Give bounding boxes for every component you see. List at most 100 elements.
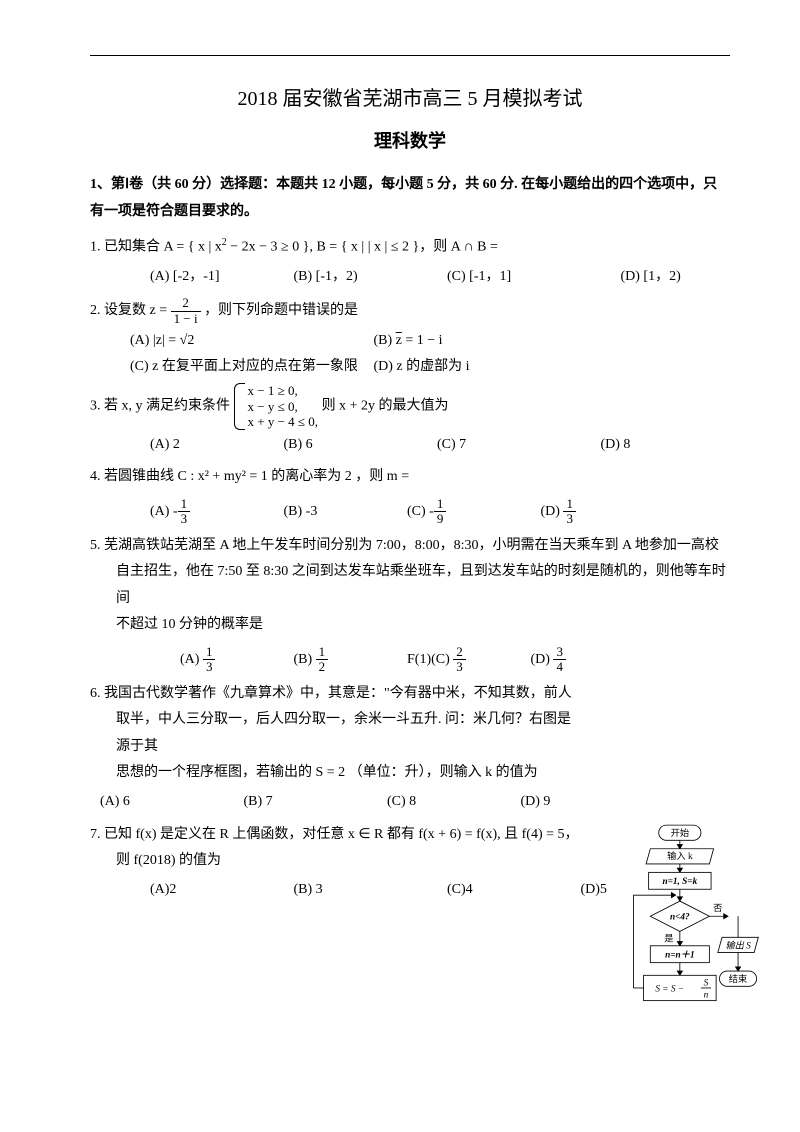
q4d-lbl: (D) bbox=[541, 504, 560, 519]
q4-opt-b: (B) -3 bbox=[284, 499, 404, 526]
flowchart: 开始 输入 k n=1, S=k n<4? 是 否 bbox=[625, 815, 760, 1096]
q5b-lbl: (B) bbox=[294, 652, 313, 667]
q3-opt-d: (D) 8 bbox=[601, 432, 631, 459]
flow-init: n=1, S=k bbox=[662, 877, 697, 887]
exam-subtitle: 理科数学 bbox=[90, 124, 730, 158]
q6-opt-c: (C) 8 bbox=[387, 789, 517, 816]
flow-calc-a: S = S − bbox=[655, 984, 684, 994]
q5a-num: 1 bbox=[203, 645, 216, 660]
q5c-lbl: F(1)(C) bbox=[407, 652, 450, 667]
flow-cond: n<4? bbox=[670, 913, 690, 923]
q1-stem-b: − 2x − 3 ≥ 0 }, B = { x | | x | ≤ 2 }，则 … bbox=[227, 240, 498, 255]
q2-stem-a: 2. 设复数 z = bbox=[90, 303, 171, 318]
q2-options-row1: (A) |z| = √2 (B) z = 1 − i bbox=[90, 328, 730, 355]
flow-end: 结束 bbox=[729, 973, 748, 985]
q4d-frac: 13 bbox=[563, 497, 576, 527]
q6-l2: 取半，中人三分取一，后人四分取一，余米一斗五升. 问：米几何？右图是源于其 bbox=[90, 707, 580, 760]
flow-start: 开始 bbox=[671, 827, 690, 839]
q3-c1: x − 1 ≥ 0, bbox=[248, 383, 298, 398]
q3-options: (A) 2 (B) 6 (C) 7 (D) 8 bbox=[150, 432, 730, 459]
q6-l1: 6. 我国古代数学著作《九章算术》中，其意是："今有器中米，不知其数，前人 bbox=[90, 681, 580, 708]
q5d-num: 3 bbox=[553, 645, 566, 660]
q7-opt-d: (D)5 bbox=[581, 877, 607, 904]
q2-frac-den: 1 − i bbox=[171, 312, 201, 326]
q5d-lbl: (D) bbox=[531, 652, 550, 667]
flow-calc-num: S bbox=[704, 978, 709, 988]
q3-c2: x − y ≤ 0, bbox=[248, 399, 298, 414]
q3-stem-a: 3. 若 x, y 满足约束条件 bbox=[90, 399, 234, 414]
flowchart-svg: 开始 输入 k n=1, S=k n<4? 是 否 bbox=[625, 815, 760, 1085]
q2-options-row2: (C) z 在复平面上对应的点在第一象限 (D) z 的虚部为 i bbox=[90, 354, 730, 381]
q7-l2: 则 f(2018) 的值为 bbox=[90, 848, 580, 875]
q4c-frac: 19 bbox=[434, 497, 447, 527]
q3-c3: x + y − 4 ≤ 0, bbox=[248, 414, 319, 429]
exam-page: 2018 届安徽省芜湖市高三 5 月模拟考试 理科数学 1、第Ⅰ卷（共 60 分… bbox=[0, 0, 800, 1132]
q7-opt-a: (A)2 bbox=[150, 877, 290, 904]
q4c-lbl: (C) bbox=[407, 504, 426, 519]
q3-opt-c: (C) 7 bbox=[437, 432, 597, 459]
q4d-num: 1 bbox=[563, 497, 576, 512]
q4a-frac: 13 bbox=[178, 497, 191, 527]
flow-input: 输入 k bbox=[667, 850, 693, 862]
question-3: 3. 若 x, y 满足约束条件 x − 1 ≥ 0, x − y ≤ 0, x… bbox=[90, 383, 730, 430]
q3-opt-b: (B) 6 bbox=[284, 432, 434, 459]
q6-options: (A) 6 (B) 7 (C) 8 (D) 9 bbox=[100, 789, 590, 816]
question-7: 7. 已知 f(x) 是定义在 R 上偶函数，对任意 x ∈ R 都有 f(x … bbox=[90, 822, 580, 875]
question-6: 6. 我国古代数学著作《九章算术》中，其意是："今有器中米，不知其数，前人 取半… bbox=[90, 681, 580, 787]
q2-opt-c: (C) z 在复平面上对应的点在第一象限 bbox=[130, 354, 370, 381]
section-1-heading: 1、第Ⅰ卷（共 60 分）选择题：本题共 12 小题，每小题 5 分，共 60 … bbox=[90, 172, 730, 225]
q6-l3: 思想的一个程序框图，若输出的 S = 2 （单位：升），则输入 k 的值为 bbox=[90, 760, 580, 787]
flow-no: 否 bbox=[713, 903, 722, 914]
q5-opt-c: F(1)(C) 23 bbox=[407, 645, 527, 675]
q4-opt-a: (A) -13 bbox=[150, 497, 280, 527]
q2-stem-b: ，则下列命题中错误的是 bbox=[204, 303, 358, 318]
q2-frac-num: 2 bbox=[171, 296, 201, 311]
q4a-num: 1 bbox=[178, 497, 191, 512]
q4a-lbl: (A) bbox=[150, 504, 169, 519]
question-2: 2. 设复数 z = 2 1 − i ，则下列命题中错误的是 bbox=[90, 296, 730, 326]
section-1-text: 1、第Ⅰ卷（共 60 分）选择题：本题共 12 小题，每小题 5 分，共 60 … bbox=[90, 177, 717, 219]
q4c-num: 1 bbox=[434, 497, 447, 512]
q7-l1: 7. 已知 f(x) 是定义在 R 上偶函数，对任意 x ∈ R 都有 f(x … bbox=[90, 822, 580, 849]
q3-brace: x − 1 ≥ 0, x − y ≤ 0, x + y − 4 ≤ 0, bbox=[234, 383, 319, 430]
q2-opt-b: (B) z = 1 − i bbox=[374, 328, 443, 355]
q2-optb-b: = 1 − i bbox=[402, 333, 443, 348]
q2-optb-a: (B) bbox=[374, 333, 396, 348]
q5-l1: 5. 芜湖高铁站芜湖至 A 地上午发车时间分别为 7:00，8:00，8:30，… bbox=[90, 533, 730, 560]
q1-opt-a: (A) [-2，-1] bbox=[150, 264, 290, 291]
flow-calc-den: n bbox=[704, 990, 709, 1000]
q1-opt-c: (C) [-1，1] bbox=[447, 264, 617, 291]
q4-options: (A) -13 (B) -3 (C) -19 (D) 13 bbox=[150, 497, 730, 527]
q7-opt-c: (C)4 bbox=[447, 877, 577, 904]
q4c-den: 9 bbox=[434, 512, 447, 526]
q5-opt-d: (D) 34 bbox=[531, 645, 566, 675]
q5-l3: 不超过 10 分钟的概率是 bbox=[90, 612, 730, 639]
q1-options: (A) [-2，-1] (B) [-1，2) (C) [-1，1] (D) [1… bbox=[150, 264, 730, 291]
q5-opt-b: (B) 12 bbox=[294, 645, 404, 675]
q2-opt-d: (D) z 的虚部为 i bbox=[374, 354, 470, 381]
q3-stem-b: 则 x + 2y 的最大值为 bbox=[322, 399, 449, 414]
flow-step: n=n＋1 bbox=[665, 950, 695, 961]
q5-opt-a: (A) 13 bbox=[180, 645, 290, 675]
q5a-lbl: (A) bbox=[180, 652, 199, 667]
q1-opt-b: (B) [-1，2) bbox=[294, 264, 444, 291]
q4d-den: 3 bbox=[563, 512, 576, 526]
q5c-frac: 23 bbox=[453, 645, 466, 675]
q5a-frac: 13 bbox=[203, 645, 216, 675]
q5b-frac: 12 bbox=[316, 645, 329, 675]
q6-opt-b: (B) 7 bbox=[244, 789, 384, 816]
q4-opt-d: (D) 13 bbox=[541, 497, 576, 527]
q6-opt-d: (D) 9 bbox=[521, 789, 551, 816]
q7-opt-b: (B) 3 bbox=[294, 877, 444, 904]
q1-opt-d: (D) [1，2) bbox=[621, 264, 681, 291]
question-4: 4. 若圆锥曲线 C : x² + my² = 1 的离心率为 2 ，则 m = bbox=[90, 464, 730, 491]
q5b-num: 1 bbox=[316, 645, 329, 660]
q2-opt-a: (A) |z| = √2 bbox=[130, 328, 370, 355]
q4-stem: 4. 若圆锥曲线 C : x² + my² = 1 的离心率为 2 ，则 m = bbox=[90, 469, 409, 484]
q5c-den: 3 bbox=[453, 660, 466, 674]
q2-frac: 2 1 − i bbox=[171, 296, 201, 326]
q5d-frac: 34 bbox=[553, 645, 566, 675]
q6-opt-a: (A) 6 bbox=[100, 789, 240, 816]
flow-yes: 是 bbox=[664, 934, 673, 945]
question-5: 5. 芜湖高铁站芜湖至 A 地上午发车时间分别为 7:00，8:00，8:30，… bbox=[90, 533, 730, 639]
